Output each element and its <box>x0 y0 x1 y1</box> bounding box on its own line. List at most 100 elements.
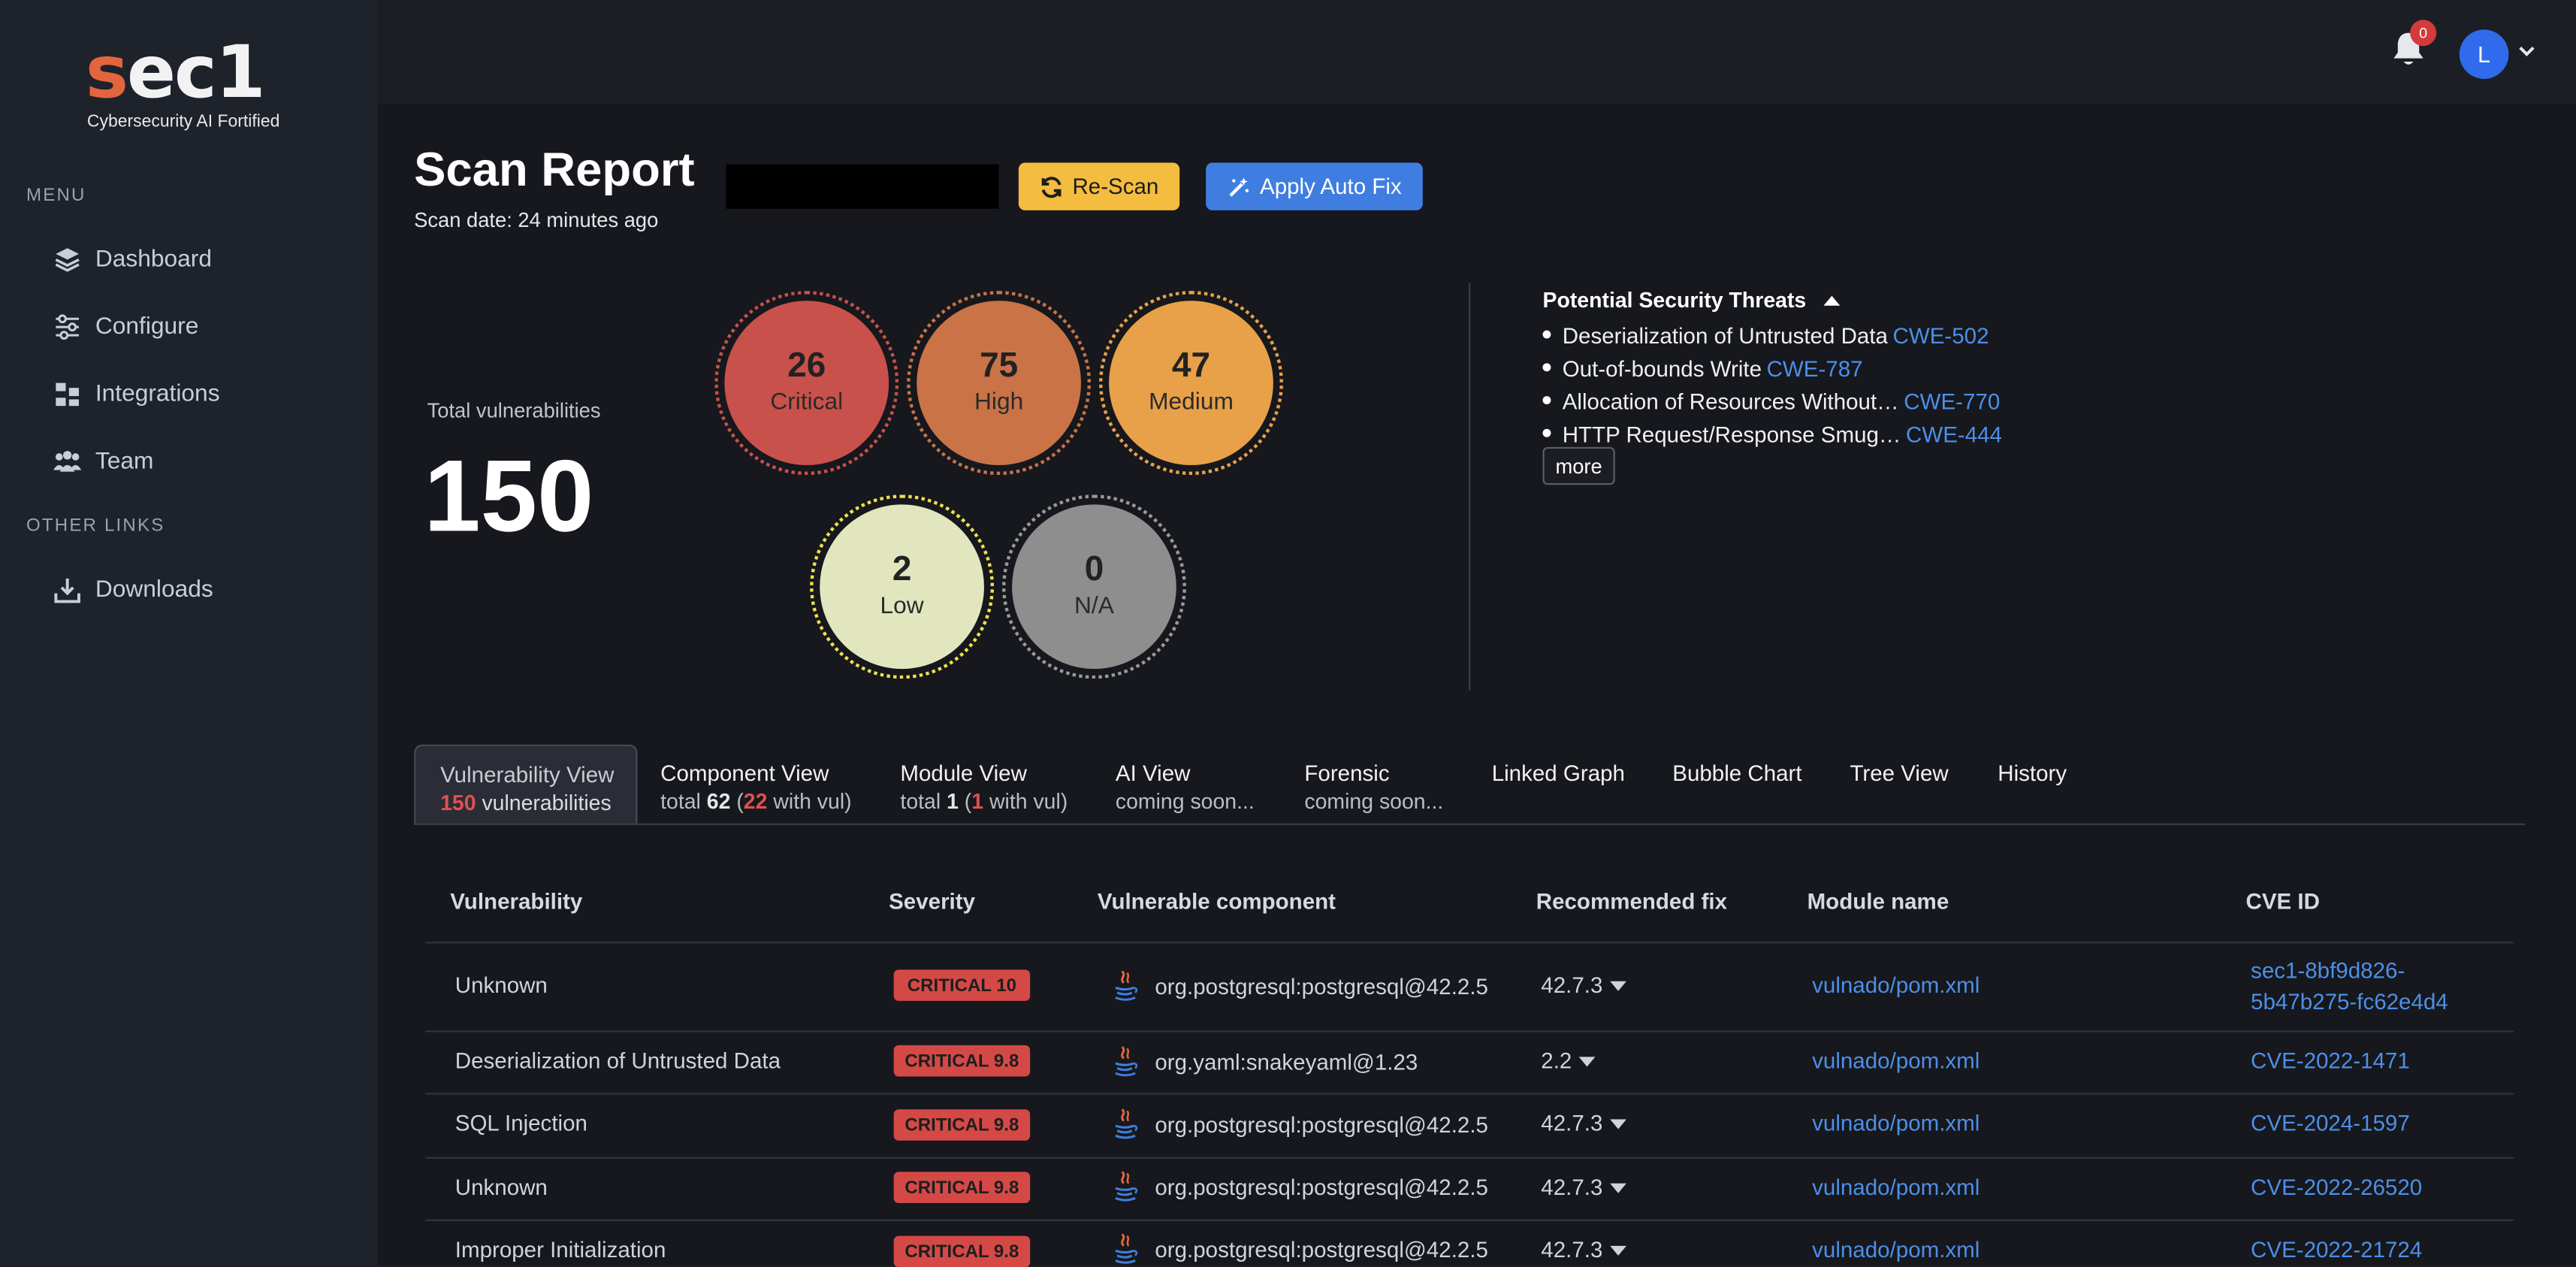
component-name: org.postgresql:postgresql@42.2.5 <box>1155 1111 1488 1137</box>
rescan-button-label: Re-Scan <box>1072 174 1159 199</box>
cve-link[interactable]: CVE-2024-1597 <box>2251 1111 2410 1136</box>
cwe-link[interactable]: CWE-787 <box>1766 355 1863 381</box>
sidebar-item-label: Dashboard <box>95 246 212 274</box>
severity-bubble-high[interactable]: 75 High <box>907 291 1092 476</box>
column-header-cve-id[interactable]: CVE ID <box>2245 889 2320 914</box>
user-avatar[interactable]: L <box>2459 29 2509 79</box>
sidebar-item-label: Downloads <box>95 576 213 603</box>
cwe-link[interactable]: CWE-770 <box>1904 389 2001 414</box>
sliders-icon <box>53 313 82 342</box>
logo-wordmark: sec1 <box>85 31 266 116</box>
threat-item: Allocation of Resources Without… CWE-770 <box>1542 385 2001 418</box>
recommended-fix-dropdown[interactable]: 42.7.3 <box>1541 1238 1626 1262</box>
recommended-fix-dropdown[interactable]: 42.7.3 <box>1541 1111 1626 1135</box>
vulnerability-name: SQL Injection <box>454 1111 587 1136</box>
tab-title: History <box>1998 761 2067 786</box>
tab-module-view[interactable]: Module View total 1 (1 with vul) <box>900 745 1089 824</box>
threat-item: Deserialization of Untrusted Data CWE-502 <box>1542 319 2001 352</box>
column-header-severity[interactable]: Severity <box>889 889 976 914</box>
integrations-icon <box>53 379 82 409</box>
component-name: org.yaml:snakeyaml@1.23 <box>1155 1049 1418 1075</box>
threats-header[interactable]: Potential Security Threats <box>1542 288 1842 313</box>
severity-label: Low <box>880 593 924 620</box>
severity-label: Critical <box>770 389 844 416</box>
severity-badge: CRITICAL 9.8 <box>893 1109 1031 1141</box>
tab-tree-view[interactable]: Tree View <box>1850 745 1967 824</box>
apply-auto-fix-button[interactable]: Apply Auto Fix <box>1206 162 1423 210</box>
redacted-project-name <box>726 164 999 209</box>
tab-subtitle: coming soon... <box>1304 788 1444 814</box>
sidebar-item-label: Integrations <box>95 381 220 408</box>
sidebar-item-configure[interactable]: Configure <box>53 307 198 346</box>
tab-linked-graph[interactable]: Linked Graph <box>1492 745 1640 824</box>
severity-count: 0 <box>1084 550 1104 588</box>
sidebar-item-label: Configure <box>95 313 199 340</box>
tab-vulnerability-view[interactable]: Vulnerability View 150 vulnerabilities <box>414 744 638 825</box>
caret-down-icon <box>1609 980 1626 990</box>
tab-component-view[interactable]: Component View total 62 (22 with vul) <box>660 745 865 824</box>
caret-up-icon <box>1824 295 1841 305</box>
tab-forensic[interactable]: Forensic coming soon... <box>1304 745 1460 824</box>
more-threats-button[interactable]: more <box>1542 446 1615 485</box>
magic-wand-icon <box>1229 177 1249 196</box>
recommended-fix-dropdown[interactable]: 2.2 <box>1541 1048 1596 1073</box>
tab-history[interactable]: History <box>1998 745 2096 824</box>
tab-title: Bubble Chart <box>1672 761 1802 786</box>
vulnerable-component: org.postgresql:postgresql@42.2.5 <box>1113 1232 1488 1265</box>
tab-title: AI View <box>1115 761 1191 786</box>
severity-bubble-na[interactable]: 0 N/A <box>1002 494 1186 679</box>
cve-link[interactable]: CVE-2022-21724 <box>2251 1237 2423 1262</box>
module-link[interactable]: vulnado/pom.xml <box>1812 1175 1980 1200</box>
component-name: org.postgresql:postgresql@42.2.5 <box>1155 973 1488 999</box>
threat-item: Out-of-bounds Write CWE-787 <box>1542 352 2001 385</box>
severity-bubble-medium[interactable]: 47 Medium <box>1099 291 1283 476</box>
java-icon <box>1115 1046 1138 1077</box>
chevron-down-icon[interactable] <box>2517 39 2536 59</box>
caret-down-icon <box>1609 1118 1626 1129</box>
tab-subtitle: coming soon... <box>1115 788 1255 814</box>
column-header-component[interactable]: Vulnerable component <box>1097 889 1336 914</box>
module-link[interactable]: vulnado/pom.xml <box>1812 1048 1980 1074</box>
column-header-vulnerability[interactable]: Vulnerability <box>450 889 583 914</box>
column-header-module-name[interactable]: Module name <box>1807 889 1949 914</box>
severity-label: High <box>974 389 1024 416</box>
tab-title: Forensic <box>1304 761 1390 786</box>
caret-down-icon <box>1578 1056 1596 1066</box>
recommended-fix-dropdown[interactable]: 42.7.3 <box>1541 973 1626 998</box>
sidebar-item-integrations[interactable]: Integrations <box>53 375 220 414</box>
sidebar-item-dashboard[interactable]: Dashboard <box>53 240 212 279</box>
layers-icon <box>53 245 82 274</box>
cwe-link[interactable]: CWE-502 <box>1892 322 1989 348</box>
sidebar-item-downloads[interactable]: Downloads <box>53 570 213 609</box>
logo-tagline: Cybersecurity AI Fortified <box>86 111 280 132</box>
scan-date: Scan date: 24 minutes ago <box>414 208 659 232</box>
team-icon <box>53 447 82 476</box>
rescan-button[interactable]: Re-Scan <box>1018 162 1180 210</box>
cve-link[interactable]: CVE-2022-1471 <box>2251 1048 2410 1074</box>
recommended-fix-dropdown[interactable]: 42.7.3 <box>1541 1175 1626 1200</box>
tab-title: Vulnerability View <box>440 762 615 788</box>
tab-ai-view[interactable]: AI View coming soon... <box>1116 745 1272 824</box>
severity-count: 75 <box>980 346 1019 385</box>
apply-auto-fix-label: Apply Auto Fix <box>1260 174 1402 199</box>
total-vulnerabilities-label: Total vulnerabilities <box>427 399 601 423</box>
severity-badge: CRITICAL 9.8 <box>893 1235 1031 1267</box>
main-content-panel <box>377 103 2576 1265</box>
cve-link[interactable]: sec1-8bf9d826-5b47b275-fc62e4d4 <box>2251 958 2448 1015</box>
module-link[interactable]: vulnado/pom.xml <box>1812 1111 1980 1136</box>
page-title: Scan Report <box>414 144 695 198</box>
cve-link[interactable]: CVE-2022-26520 <box>2251 1175 2423 1200</box>
module-link[interactable]: vulnado/pom.xml <box>1812 972 1980 998</box>
sidebar-item-team[interactable]: Team <box>53 442 153 481</box>
vulnerability-name: Deserialization of Untrusted Data <box>454 1048 781 1074</box>
tabs-underline <box>414 823 2526 825</box>
brand-logo[interactable]: sec1 Cybersecurity AI Fortified <box>85 31 316 135</box>
java-icon <box>1115 1108 1138 1139</box>
severity-bubble-critical[interactable]: 26 Critical <box>714 291 899 476</box>
module-link[interactable]: vulnado/pom.xml <box>1812 1237 1980 1262</box>
tab-subtitle: total 62 (22 with vul) <box>660 788 852 814</box>
cwe-link[interactable]: CWE-444 <box>1906 421 2002 446</box>
severity-bubble-low[interactable]: 2 Low <box>810 494 995 679</box>
tab-bubble-chart[interactable]: Bubble Chart <box>1672 745 1820 824</box>
column-header-recommended-fix[interactable]: Recommended fix <box>1536 889 1728 914</box>
